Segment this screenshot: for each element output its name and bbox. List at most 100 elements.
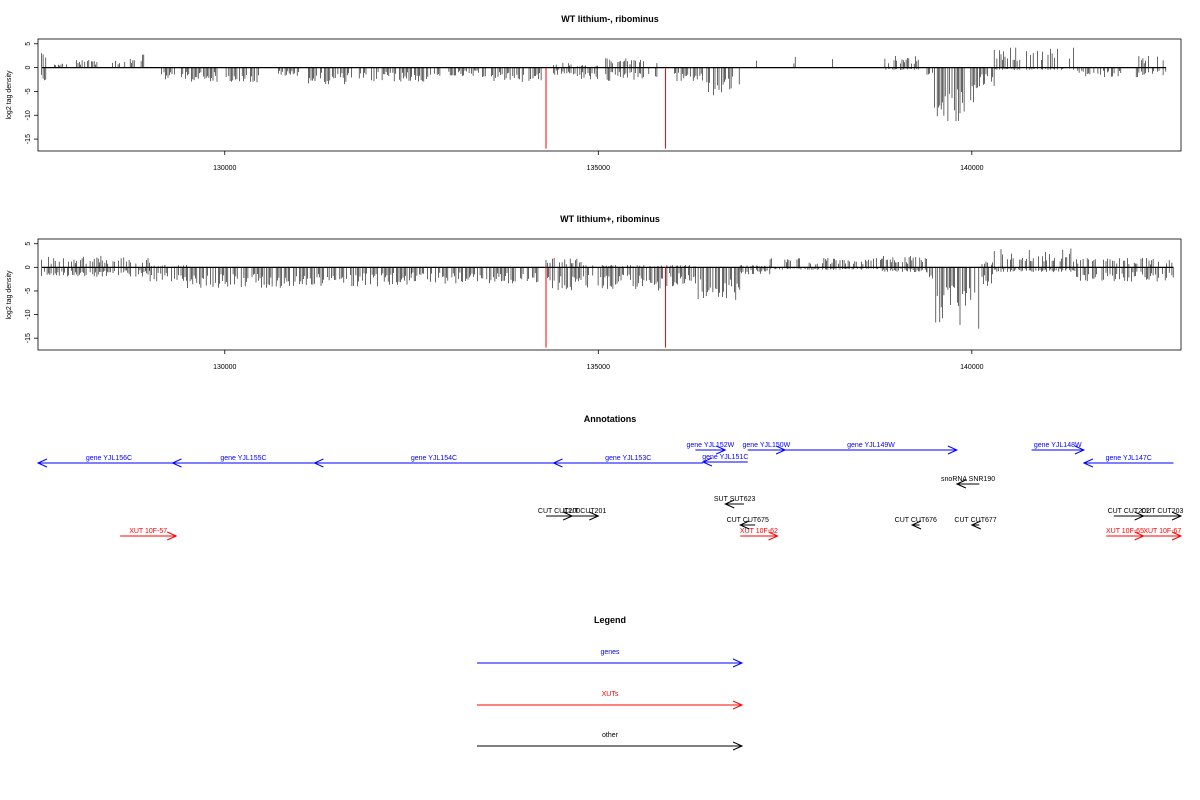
track-title: WT lithium+, ribominus bbox=[560, 214, 660, 224]
feature-label: CUT CUT677 bbox=[954, 517, 996, 524]
arrow-head bbox=[701, 457, 713, 467]
annotations-title: Annotations bbox=[584, 414, 637, 424]
plot-frame bbox=[37, 238, 1182, 351]
feature-label: gene YJL153C bbox=[605, 455, 651, 462]
arrow-head bbox=[1171, 511, 1183, 521]
feature-label: gene YJL151C bbox=[702, 454, 748, 461]
region-markers bbox=[545, 67, 667, 149]
arrow-head bbox=[910, 520, 922, 530]
gene-feature: gene YJL152W bbox=[686, 442, 735, 455]
gene-feature: gene YJL149W bbox=[785, 442, 959, 455]
feature-label: gene YJL155C bbox=[220, 455, 266, 462]
other-feature: CUT CUT677 bbox=[954, 517, 997, 530]
legend-title: Legend bbox=[594, 615, 626, 625]
y-tick-label: 5 bbox=[25, 42, 32, 46]
feature-label: CUT CUT200 bbox=[538, 508, 580, 515]
xut-feature: XUT 10F-65 bbox=[1106, 528, 1145, 541]
feature-label: CUT CUT201 bbox=[564, 508, 606, 515]
arrow-head bbox=[768, 531, 779, 541]
gene-feature: gene YJL155C bbox=[171, 455, 315, 468]
legend-entry: other bbox=[477, 732, 744, 751]
y-tick-label: -10 bbox=[25, 309, 32, 319]
x-tick-label: 130000 bbox=[213, 364, 236, 371]
feature-label: CUT CUT676 bbox=[895, 517, 937, 524]
arrow-head bbox=[171, 458, 182, 468]
feature-label: XUT 10F-57 bbox=[129, 528, 167, 535]
legend-label: other bbox=[602, 732, 619, 739]
legend-panel: Legend genes XUTs other bbox=[477, 615, 744, 751]
annotation-features: gene YJL156C gene YJL155C gene YJL154C gene… bbox=[36, 442, 1184, 541]
legend-arrow-head bbox=[732, 700, 744, 710]
arrow-head bbox=[1082, 458, 1094, 468]
x-tick-label: 135000 bbox=[587, 364, 610, 371]
legend-arrow-head bbox=[732, 658, 744, 668]
y-axis-label: log2 tag density bbox=[6, 70, 13, 120]
arrow-head bbox=[167, 531, 178, 541]
gene-feature: gene YJL156C bbox=[36, 455, 180, 468]
feature-label: gene YJL156C bbox=[86, 455, 132, 462]
feature-label: gene YJL152W bbox=[686, 442, 734, 449]
feature-label: gene YJL147C bbox=[1106, 455, 1152, 462]
arrow-head bbox=[724, 499, 735, 509]
arrow-head bbox=[947, 445, 959, 455]
track-panel-lithium-minus: WT lithium-, ribominus log2 tag density … bbox=[6, 14, 1182, 172]
feature-label: XUT 10F-62 bbox=[740, 528, 778, 535]
arrow-head bbox=[1171, 531, 1183, 541]
feature-label: CUT CUT203 bbox=[1141, 508, 1183, 515]
other-feature: CUT CUT676 bbox=[895, 517, 937, 530]
xut-feature: XUT 10F-67 bbox=[1143, 528, 1183, 541]
annotations-panel: Annotations gene YJL156C gene YJL155C gene… bbox=[36, 414, 1184, 541]
feature-label: gene YJL148W bbox=[1034, 442, 1082, 449]
x-tick-label: 140000 bbox=[960, 165, 983, 172]
arrow-head bbox=[589, 511, 600, 521]
arrow-head bbox=[1074, 445, 1086, 455]
other-feature: snoRNA SNR190 bbox=[941, 476, 995, 489]
x-axis-ticks: 130000 135000 140000 bbox=[213, 151, 984, 172]
other-feature: CUT CUT201 bbox=[564, 508, 606, 521]
gene-feature: gene YJL153C bbox=[552, 455, 703, 468]
arrow-head bbox=[739, 520, 750, 530]
arrow-head bbox=[552, 458, 563, 468]
y-tick-label: -5 bbox=[25, 288, 32, 294]
y-axis-label: log2 tag density bbox=[6, 270, 13, 320]
x-tick-label: 135000 bbox=[587, 165, 610, 172]
x-axis-ticks: 130000 135000 140000 bbox=[213, 350, 984, 371]
region-markers bbox=[545, 267, 667, 348]
y-tick-label: -5 bbox=[25, 88, 32, 94]
track-panel-lithium-plus: WT lithium+, ribominus log2 tag density … bbox=[6, 214, 1182, 371]
x-tick-label: 140000 bbox=[960, 364, 983, 371]
arrow-head bbox=[716, 445, 727, 455]
density-bars bbox=[41, 47, 1167, 122]
arrow-head bbox=[313, 458, 324, 468]
density-bars bbox=[41, 248, 1174, 329]
xut-feature: XUT 10F-57 bbox=[120, 528, 178, 541]
x-tick-label: 130000 bbox=[213, 165, 236, 172]
other-feature: CUT CUT675 bbox=[727, 517, 769, 530]
y-tick-label: -10 bbox=[25, 110, 32, 120]
y-axis-ticks: 5 0 -5 -10 -15 bbox=[25, 42, 38, 144]
other-feature: CUT CUT203 bbox=[1141, 508, 1184, 521]
feature-label: gene YJL154C bbox=[411, 455, 457, 462]
y-tick-label: -15 bbox=[25, 333, 32, 343]
gene-feature: gene YJL151C bbox=[701, 454, 748, 467]
legend-label: XUTs bbox=[602, 691, 619, 698]
track-title: WT lithium-, ribominus bbox=[561, 14, 659, 24]
y-tick-label: 0 bbox=[25, 265, 32, 269]
y-tick-label: -15 bbox=[25, 134, 32, 144]
feature-label: gene YJL150W bbox=[743, 442, 791, 449]
feature-label: CUT CUT675 bbox=[727, 517, 769, 524]
legend-entries: genes XUTs other bbox=[477, 649, 744, 751]
feature-label: XUT 10F-65 bbox=[1106, 528, 1144, 535]
feature-label: XUT 10F-67 bbox=[1143, 528, 1181, 535]
other-feature: SUT SUT623 bbox=[714, 496, 755, 509]
legend-arrow-head bbox=[732, 741, 744, 751]
legend-entry: XUTs bbox=[477, 691, 744, 710]
arrow-head bbox=[36, 458, 48, 468]
arrow-head bbox=[955, 479, 967, 489]
xut-feature: XUT 10F-62 bbox=[740, 528, 779, 541]
legend-entry: genes bbox=[477, 649, 744, 668]
plot-frame bbox=[37, 38, 1182, 152]
feature-label: gene YJL149W bbox=[847, 442, 895, 449]
